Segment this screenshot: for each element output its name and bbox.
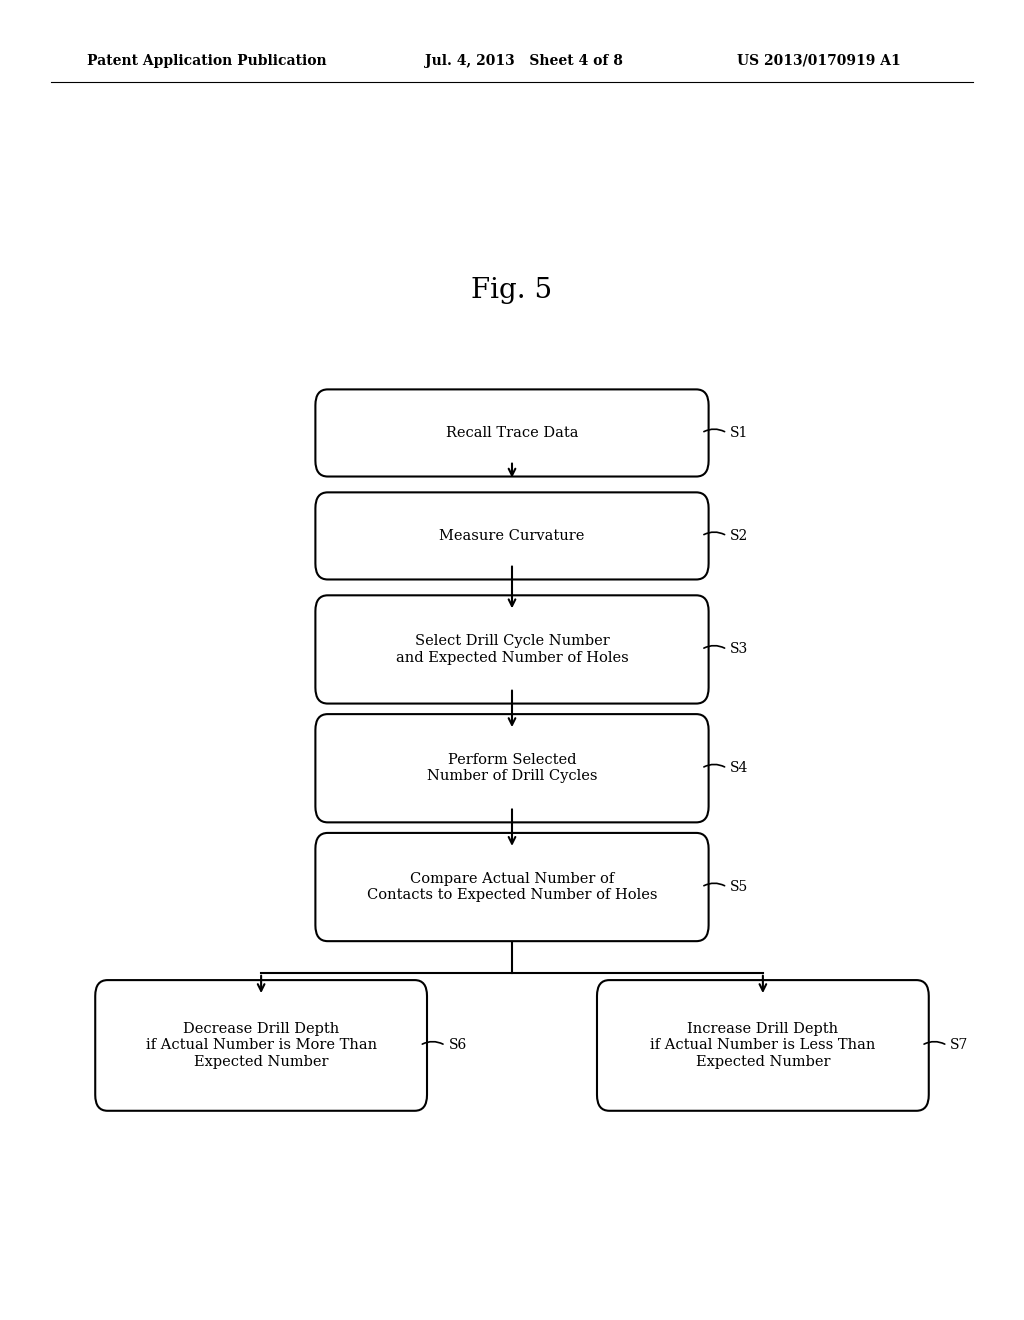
Text: S6: S6	[449, 1039, 467, 1052]
Text: Jul. 4, 2013   Sheet 4 of 8: Jul. 4, 2013 Sheet 4 of 8	[425, 54, 623, 67]
FancyBboxPatch shape	[315, 595, 709, 704]
FancyBboxPatch shape	[315, 389, 709, 477]
Text: Perform Selected
Number of Drill Cycles: Perform Selected Number of Drill Cycles	[427, 754, 597, 783]
Text: Fig. 5: Fig. 5	[471, 277, 553, 304]
Text: Compare Actual Number of
Contacts to Expected Number of Holes: Compare Actual Number of Contacts to Exp…	[367, 873, 657, 902]
Text: Recall Trace Data: Recall Trace Data	[445, 426, 579, 440]
Text: Increase Drill Depth
if Actual Number is Less Than
Expected Number: Increase Drill Depth if Actual Number is…	[650, 1022, 876, 1069]
Text: S5: S5	[730, 880, 749, 894]
Text: Patent Application Publication: Patent Application Publication	[87, 54, 327, 67]
Text: S1: S1	[730, 426, 749, 440]
Text: Select Drill Cycle Number
and Expected Number of Holes: Select Drill Cycle Number and Expected N…	[395, 635, 629, 664]
Text: S4: S4	[730, 762, 749, 775]
Text: S3: S3	[730, 643, 749, 656]
FancyBboxPatch shape	[597, 979, 929, 1111]
Text: Measure Curvature: Measure Curvature	[439, 529, 585, 543]
Text: S7: S7	[950, 1039, 969, 1052]
FancyBboxPatch shape	[95, 979, 427, 1111]
Text: S2: S2	[730, 529, 749, 543]
Text: US 2013/0170919 A1: US 2013/0170919 A1	[737, 54, 901, 67]
FancyBboxPatch shape	[315, 714, 709, 822]
FancyBboxPatch shape	[315, 833, 709, 941]
Text: Decrease Drill Depth
if Actual Number is More Than
Expected Number: Decrease Drill Depth if Actual Number is…	[145, 1022, 377, 1069]
FancyBboxPatch shape	[315, 492, 709, 579]
